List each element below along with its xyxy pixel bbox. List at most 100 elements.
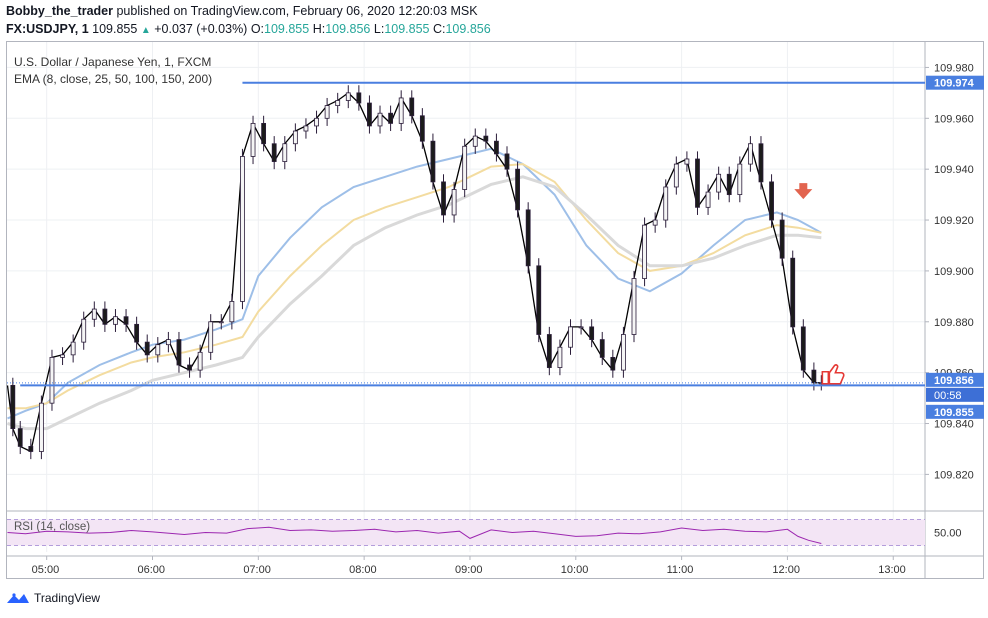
x-tick-label: 10:00 [561, 564, 589, 576]
candle-body [165, 339, 171, 346]
candle-body [472, 135, 478, 147]
y-tick-label: 109.840 [934, 419, 974, 431]
candle-body [155, 344, 161, 356]
candle-body [377, 112, 383, 127]
bid-label-bg [926, 404, 984, 419]
candle-body [430, 140, 436, 183]
candle-body [345, 92, 351, 101]
high-value: 109.856 [325, 22, 371, 36]
candle-body [91, 308, 97, 320]
bid-label: 109.855 [934, 407, 974, 419]
ema-50-line [7, 147, 822, 420]
candle-body [737, 163, 743, 196]
candle-body [483, 135, 489, 142]
candle-body [49, 356, 55, 404]
author-name[interactable]: Bobby_the_trader [6, 4, 113, 18]
candle-body [800, 326, 806, 371]
candle-body [197, 351, 203, 371]
candle-body [451, 189, 457, 216]
candle-body [144, 341, 150, 356]
rsi-line [7, 526, 822, 544]
y-tick-label: 109.880 [934, 317, 974, 329]
candle-body [642, 224, 647, 279]
price-change: +0.037 (+0.03%) [154, 22, 248, 36]
candle-body [631, 278, 637, 335]
candle-body [240, 156, 245, 302]
candle-body [652, 219, 658, 226]
low-value: 109.855 [384, 22, 430, 36]
chart-frame [6, 41, 984, 579]
tradingview-brand: TradingView [34, 591, 101, 605]
rsi-tick-label: 50.00 [934, 528, 962, 540]
y-tick-label: 109.900 [934, 266, 974, 278]
candle-body [271, 143, 277, 162]
chart-title: U.S. Dollar / Japanese Yen, 1, FXCM [14, 55, 212, 69]
candle-body [726, 173, 732, 196]
candle-body [621, 334, 626, 371]
price-label: 109.856 [934, 375, 974, 387]
open-label: O: [250, 22, 265, 36]
candle-body [790, 257, 796, 328]
up-triangle-icon: ▲ [140, 25, 151, 36]
candle-body [102, 308, 108, 325]
resistance-label-bg [926, 75, 984, 90]
candle-body [356, 92, 362, 104]
candle-body [546, 334, 552, 368]
candle-body [335, 100, 341, 106]
x-tick-label: 06:00 [138, 564, 166, 576]
candle-body [176, 339, 182, 366]
candle-body [113, 316, 118, 325]
high-label: H: [312, 22, 326, 36]
candle-body [673, 163, 679, 188]
x-tick-label: 09:00 [455, 564, 483, 576]
candle-body [60, 354, 65, 358]
candle-body [758, 143, 764, 183]
candle-body [811, 369, 817, 384]
candle-body [568, 326, 573, 348]
rsi-band [7, 519, 925, 546]
y-tick-label: 109.820 [934, 469, 974, 481]
candle-body [81, 318, 87, 343]
candle-body [409, 97, 415, 117]
candle-body [398, 97, 404, 124]
candle-body [779, 219, 785, 259]
symbol-label: FX:USDJPY, 1 [6, 22, 89, 36]
open-value: 109.855 [264, 22, 310, 36]
candle-body [134, 323, 140, 343]
candle-body [261, 122, 267, 145]
thumbs-up-icon [821, 364, 845, 385]
x-tick-label: 07:00 [243, 564, 271, 576]
candle-body [695, 158, 700, 208]
tradingview-footer[interactable]: TradingView [6, 591, 100, 605]
x-tick-label: 05:00 [32, 564, 60, 576]
x-tick-label: 12:00 [772, 564, 800, 576]
symbol-info: FX:USDJPY, 1 109.855 ▲ +0.037 (+0.03%) O… [6, 22, 491, 36]
candle-body [10, 384, 16, 430]
candle-body [769, 181, 774, 221]
rsi-legend[interactable]: RSI (14, close) [14, 521, 91, 533]
close-label: C: [432, 22, 446, 36]
resistance-label: 109.974 [934, 78, 975, 90]
candle-body [716, 173, 722, 193]
candle-body [515, 168, 520, 211]
candle-body [314, 117, 319, 127]
candle-body [292, 130, 298, 145]
countdown-label: 00:58 [934, 390, 962, 402]
ema-legend[interactable]: EMA (8, close, 25, 50, 100, 150, 200) [14, 72, 213, 86]
candle-body [705, 191, 711, 208]
tradingview-logo-icon [7, 593, 29, 603]
candle-body [494, 140, 499, 155]
candle-body [419, 115, 425, 142]
candle-body [747, 143, 753, 165]
candle-body [282, 143, 288, 162]
candle-body [578, 326, 584, 329]
candle-body [208, 321, 214, 353]
x-tick-label: 13:00 [878, 564, 906, 576]
candle-body [324, 105, 330, 119]
countdown-bg [926, 387, 984, 402]
publish-info: Bobby_the_trader published on TradingVie… [6, 4, 478, 18]
candle-body [229, 301, 235, 323]
y-tick-label: 109.980 [934, 62, 974, 74]
price-label-bg [926, 372, 984, 387]
